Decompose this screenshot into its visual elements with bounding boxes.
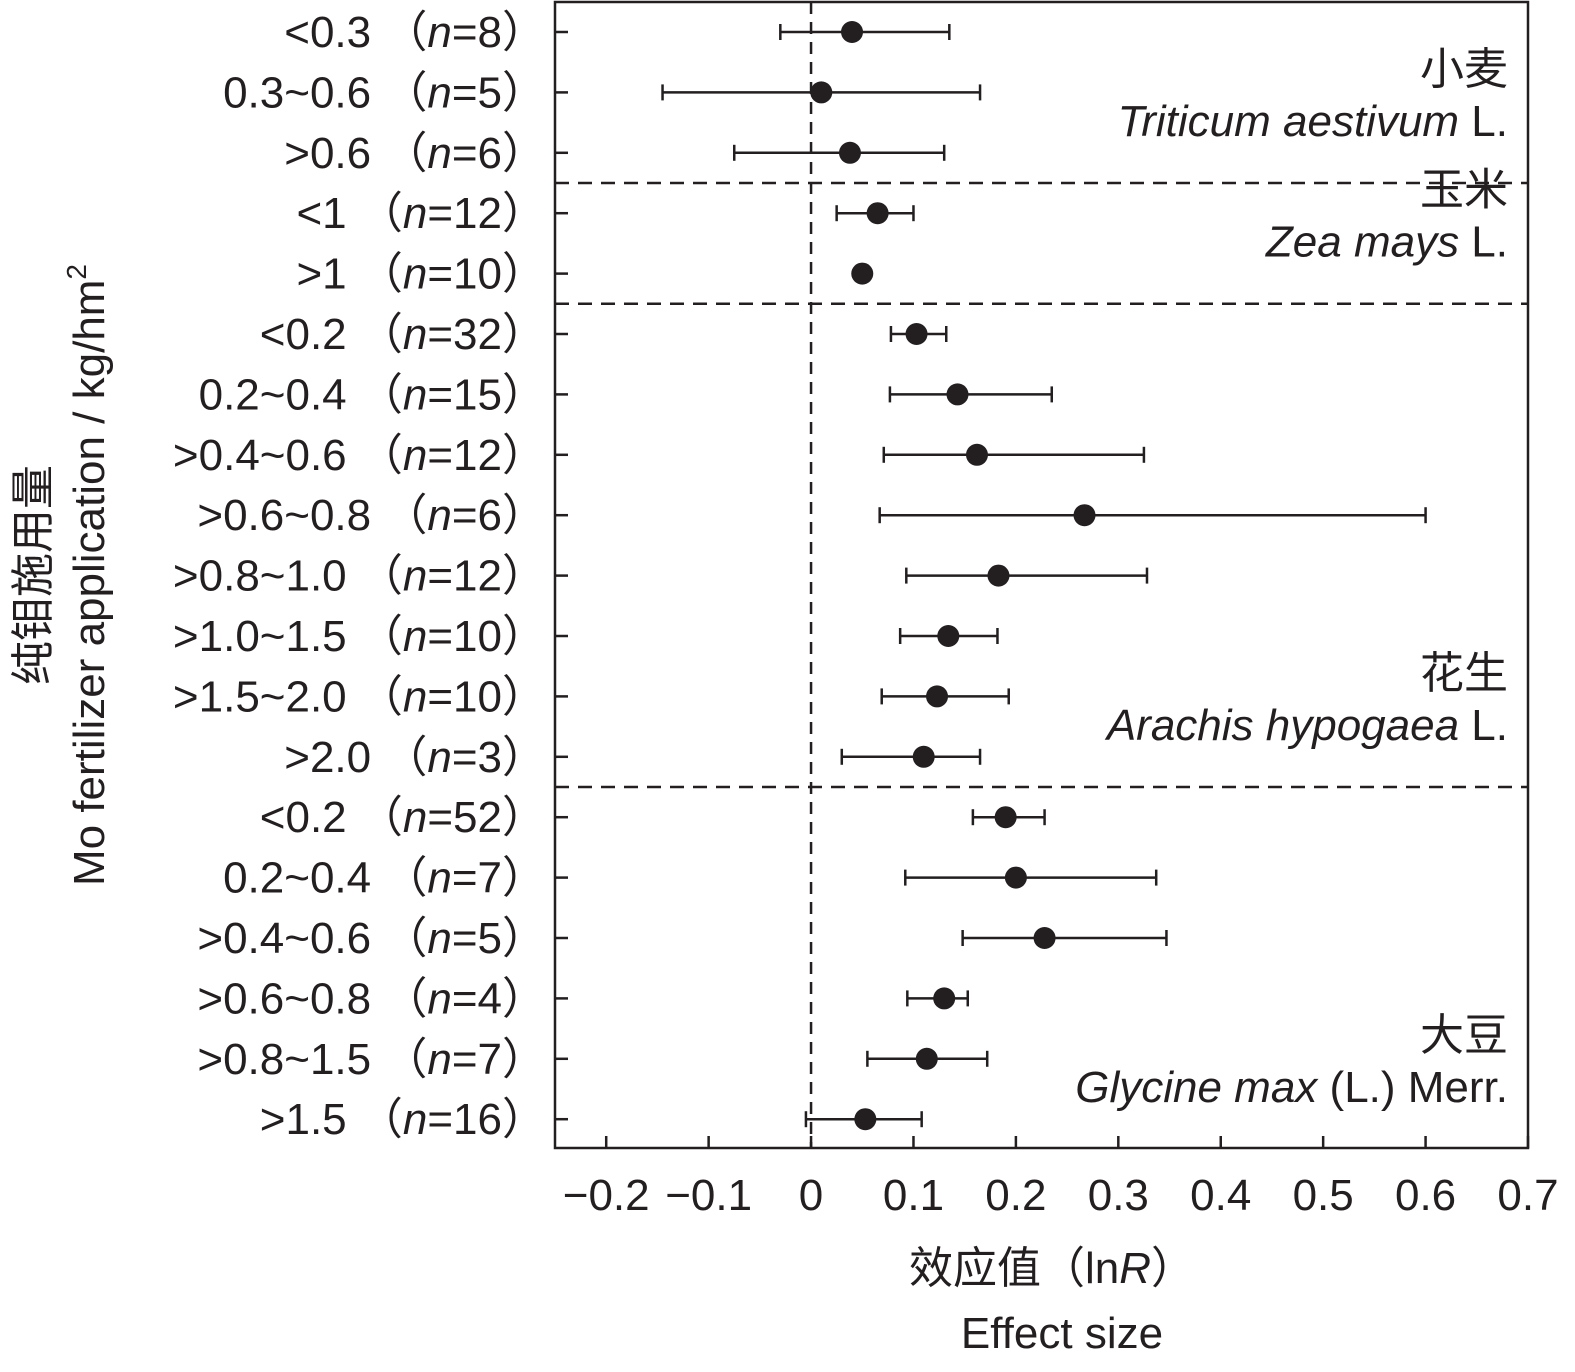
x-tick-label: 0.2 [985, 1171, 1046, 1220]
row-label: >1.5 （n=16） [260, 1094, 546, 1145]
effect-size-point [912, 745, 935, 768]
effect-size-point [987, 564, 1010, 587]
effect-size-point [810, 81, 833, 104]
row-label: <0.2 （n=52） [260, 792, 546, 843]
x-tick-label: −0.2 [563, 1171, 650, 1220]
effect-size-point [854, 1108, 877, 1131]
group-label-cn: 大豆 [1420, 1010, 1508, 1061]
x-tick-label: −0.1 [665, 1171, 752, 1220]
row-label: >1.0~1.5 （n=10） [173, 611, 546, 662]
group-label-latin: Glycine max (L.) Merr. [1075, 1063, 1508, 1112]
x-tick-label: 0.3 [1088, 1171, 1149, 1220]
effect-size-point [905, 323, 928, 345]
x-tick-label: 0.4 [1190, 1171, 1251, 1220]
row-label: >0.6~0.8 （n=6） [197, 490, 546, 541]
effect-size-point [1073, 504, 1096, 527]
effect-size-point [994, 806, 1017, 829]
effect-size-point [1033, 927, 1056, 949]
x-tick-label: 0.1 [883, 1171, 944, 1220]
row-label: <1 （n=12） [296, 188, 546, 239]
effect-size-point [915, 1047, 938, 1070]
x-tick-label: 0 [799, 1171, 823, 1220]
y-axis-title-en: Mo fertilizer application / kg/hm [65, 280, 114, 886]
effect-size-point [946, 383, 969, 406]
row-labels-layer: <0.3 （n=8） 0.3~0.6 （n=5） >0.6 （n=6） <1 （n=1… [173, 7, 546, 1145]
marks-layer [661, 21, 1427, 1131]
row-label: >0.6~0.8 （n=4） [197, 973, 546, 1024]
row-label: 0.3~0.6 （n=5） [223, 67, 546, 118]
effect-size-point [841, 21, 864, 43]
row-label: >0.6 （n=6） [284, 128, 546, 179]
row-label: >2.0 （n=3） [284, 732, 546, 783]
row-label: >0.8~1.5 （n=7） [197, 1034, 546, 1085]
row-label: >1.5~2.0 （n=10） [173, 671, 546, 722]
row-label: <0.2 （n=32） [260, 309, 546, 360]
effect-size-point [866, 202, 889, 225]
y-axis-title: Mo fertilizer application / kg/hm2 [61, 264, 114, 886]
effect-size-point [838, 141, 861, 164]
group-label-latin: Arachis hypogaea L. [1104, 701, 1508, 750]
axis-layer: −0.2 −0.1 0 0.1 0.2 0.3 0.4 0.5 0.6 0.7 [553, 0, 1559, 1220]
row-label: 0.2~0.4 （n=7） [223, 853, 546, 904]
effect-size-point [933, 987, 956, 1010]
separator-layer [555, 2, 1528, 1148]
x-axis-title-cn: 效应值（lnR） [909, 1243, 1195, 1294]
group-label-latin: Triticum aestivum L. [1118, 97, 1508, 146]
x-tick-label: 0.5 [1293, 1171, 1354, 1220]
x-axis-title-en: Effect size [961, 1309, 1163, 1358]
effect-size-point [1004, 866, 1027, 889]
effect-size-point [937, 625, 960, 647]
group-label-cn: 玉米 [1420, 165, 1508, 216]
x-axis-title-ln: ln [1085, 1244, 1119, 1293]
y-axis-title-cn: 纯钼施用量 [8, 465, 59, 685]
row-label: <0.3 （n=8） [284, 7, 546, 58]
row-label: >1 （n=10） [296, 249, 546, 300]
group-label-cn: 花生 [1420, 648, 1508, 699]
group-label-cn: 小麦 [1420, 44, 1508, 95]
x-axis-title-close: ） [1151, 1243, 1195, 1294]
row-label: >0.8~1.0 （n=12） [173, 551, 546, 602]
row-label: >0.4~0.6 （n=12） [173, 430, 546, 481]
group-label-latin: Zea mays L. [1265, 218, 1508, 267]
row-label: 0.2~0.4 （n=15） [199, 369, 546, 420]
y-axis-title-sup: 2 [61, 264, 92, 280]
x-axis-title-r: R [1119, 1244, 1151, 1293]
x-axis-title-cn-part: 效应值（ [909, 1243, 1085, 1294]
effect-size-point [851, 262, 874, 285]
row-label: >0.4~0.6 （n=5） [197, 913, 546, 964]
effect-size-point [926, 685, 949, 708]
x-tick-label: 0.6 [1395, 1171, 1456, 1220]
effect-size-point [965, 443, 988, 466]
x-tick-label: 0.7 [1497, 1171, 1558, 1220]
